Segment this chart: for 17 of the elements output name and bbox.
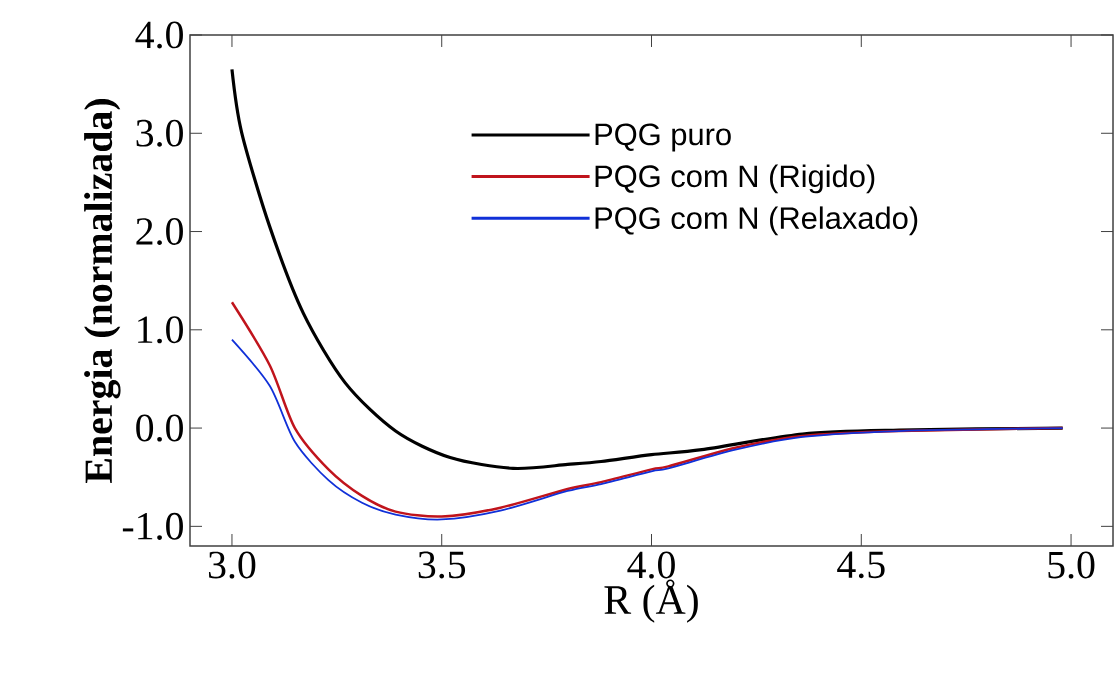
x-tick-label: 3.5: [418, 551, 466, 579]
legend-label: PQG com N (Relaxado): [595, 206, 918, 236]
y-tick-label: 1.0: [138, 316, 183, 344]
legend-label: PQG com N (Rigido): [595, 164, 875, 194]
y-tick-label: 4.0: [135, 21, 183, 49]
x-tick-label: 4.5: [837, 551, 885, 579]
legend-label: PQG puro: [595, 123, 731, 152]
line-series: [231, 338, 1064, 521]
y-tick-label: 0.0: [136, 414, 183, 442]
y-axis-title: Energia (normalizada): [84, 99, 121, 483]
x-axis-title: R (Å): [604, 579, 698, 623]
x-tick-label: 4.0: [627, 551, 675, 579]
y-tick-label: 2.0: [136, 218, 183, 246]
x-tick-label: 5.0: [1048, 551, 1095, 579]
y-tick-label: 3.0: [136, 119, 183, 147]
y-tick-label: -1.0: [122, 512, 183, 540]
x-tick-label: 3.0: [208, 551, 256, 579]
